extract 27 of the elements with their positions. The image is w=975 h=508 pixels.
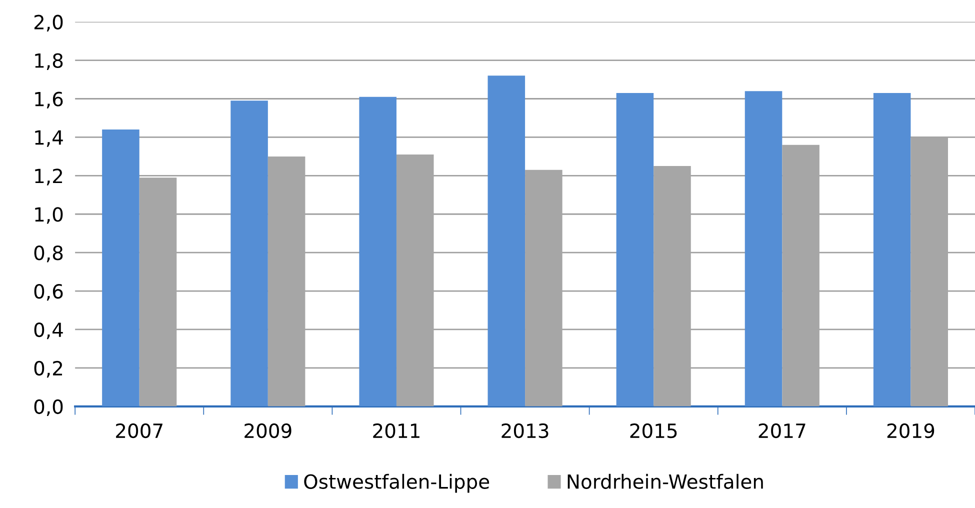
y-tick-label: 1,0 — [35, 207, 63, 224]
x-tick-label: 2011 — [373, 423, 420, 438]
x-tick-label: 2017 — [758, 423, 806, 438]
bar — [744, 91, 782, 406]
bar — [488, 76, 526, 406]
x-tick-label: 2015 — [630, 423, 677, 438]
x-tick-label: 2007 — [116, 423, 162, 438]
y-tick-label: 2,0 — [34, 14, 63, 32]
y-tick-label: 0,4 — [34, 322, 63, 340]
y-tick-label: 1,8 — [35, 53, 63, 70]
legend-label: Ostwestfalen-Lippe — [304, 474, 490, 493]
y-tick-label: 0,8 — [34, 246, 63, 262]
y-tick-label: 1,4 — [35, 130, 63, 147]
y-tick-label: 1,6 — [35, 92, 63, 108]
bar — [102, 130, 140, 406]
y-tick-label: 1,2 — [35, 168, 62, 186]
legend-label: Nordrhein-Westfalen — [568, 474, 763, 489]
y-tick-label: 0,2 — [34, 360, 62, 378]
x-tick-label: 2019 — [887, 423, 934, 438]
bar — [616, 92, 654, 406]
x-tick-label: 2013 — [502, 423, 548, 438]
x-tick-label: 2009 — [244, 423, 292, 438]
y-tick-label: 0,0 — [34, 399, 63, 416]
bar — [359, 96, 396, 406]
bar — [873, 92, 911, 406]
y-tick-label: 0,6 — [34, 284, 63, 301]
bar — [230, 100, 268, 406]
